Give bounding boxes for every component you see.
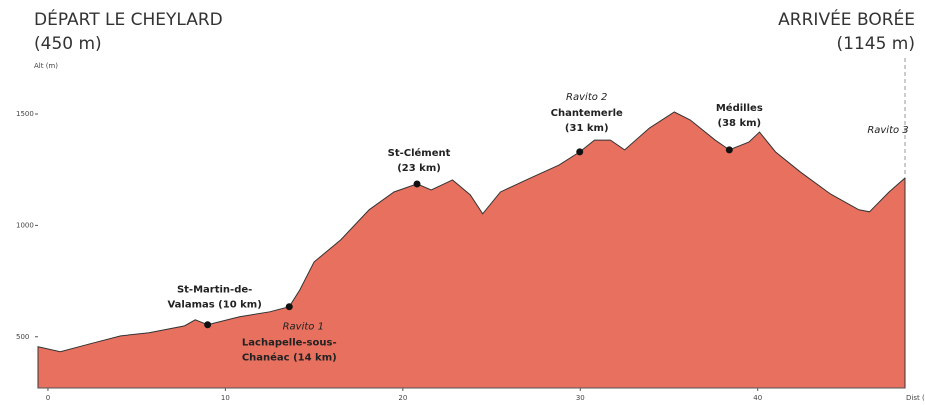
end-title: ARRIVÉE BORÉE [778, 8, 915, 30]
waypoint-label: Chanéac (14 km) [242, 352, 337, 364]
x-tick-label: 30 [576, 394, 585, 402]
waypoint [285, 303, 293, 311]
x-tick-label: 20 [398, 394, 407, 402]
x-tick-label: 10 [221, 394, 230, 402]
waypoint [204, 321, 212, 329]
waypoint-label: Valamas (10 km) [167, 300, 261, 311]
waypoint-label: (38 km) [718, 118, 762, 129]
start-title: DÉPART LE CHEYLARD [34, 8, 223, 30]
waypoint-label: Chantemerle [551, 108, 623, 119]
waypoint-label: (31 km) [565, 123, 609, 134]
waypoint [725, 146, 733, 154]
waypoint-label: Médilles [716, 102, 763, 114]
waypoint-label: St-Martin-de- [177, 285, 252, 296]
waypoint-label: (23 km) [397, 163, 441, 174]
y-tick-label: 1500 [16, 110, 34, 118]
end-altitude: (1145 m) [837, 34, 916, 54]
y-axis-label: Alt (m) [34, 62, 58, 70]
x-axis-label: Dist (km) [906, 394, 925, 402]
start-altitude: (450 m) [34, 34, 102, 54]
waypoint [576, 148, 584, 156]
y-tick-label: 500 [16, 333, 29, 341]
y-tick-label: 1000 [16, 221, 34, 229]
waypoint-label: Lachapelle-sous- [242, 338, 337, 349]
waypoint [413, 180, 421, 188]
aid-station-label: Ravito 2 [566, 92, 607, 103]
aid-station-label: Ravito 1 [283, 322, 324, 333]
x-tick-label: 0 [46, 394, 50, 402]
profile-area [37, 111, 906, 389]
aid-station-label: Ravito 3 [867, 125, 908, 136]
x-tick-label: 40 [753, 394, 762, 402]
waypoint-label: St-Clément [388, 147, 451, 159]
